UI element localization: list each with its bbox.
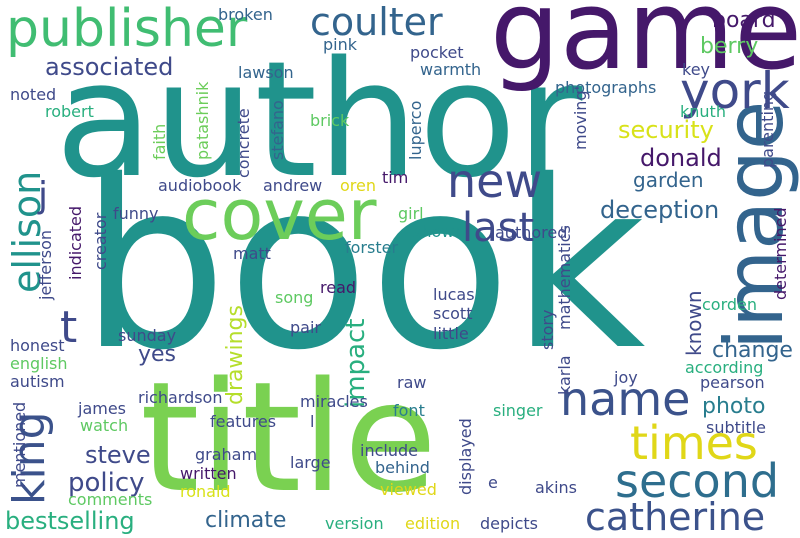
word-ronald: ronald bbox=[180, 484, 231, 500]
word-pocket: pocket bbox=[410, 45, 464, 61]
word-miracles: miracles bbox=[300, 394, 368, 410]
word-edition: edition bbox=[405, 516, 460, 532]
word-read: read bbox=[320, 280, 356, 296]
word-sunday: sunday bbox=[118, 328, 176, 344]
word-deception: deception bbox=[600, 198, 719, 222]
word-audiobook: audiobook bbox=[158, 178, 241, 194]
word-scott: scott bbox=[433, 306, 472, 322]
word-steve: steve bbox=[85, 443, 151, 467]
word-oren: oren bbox=[340, 178, 376, 194]
word-yes: yes bbox=[138, 344, 176, 366]
word-english: english bbox=[10, 356, 68, 372]
word-graham: graham bbox=[195, 447, 257, 463]
word-determined: determined bbox=[773, 207, 789, 300]
word-joy: joy bbox=[614, 370, 638, 386]
word-faith: faith bbox=[152, 124, 168, 160]
word-large: large bbox=[290, 455, 331, 471]
word-e: e bbox=[488, 475, 498, 491]
word-honest: honest bbox=[10, 338, 65, 354]
word-james: james bbox=[78, 401, 126, 417]
word-j: j bbox=[38, 178, 48, 214]
word-little: little bbox=[433, 326, 469, 342]
word-pink: pink bbox=[323, 37, 357, 53]
word-publisher: publisher bbox=[6, 3, 247, 55]
word-berry: berry bbox=[700, 36, 758, 58]
word-pair: pair bbox=[290, 320, 321, 336]
word-donald: donald bbox=[640, 146, 722, 170]
word-viewed: viewed bbox=[380, 482, 437, 498]
word-luperco: luperco bbox=[408, 101, 424, 160]
word-akins: akins bbox=[535, 480, 577, 496]
word-subtitle: subtitle bbox=[706, 420, 766, 436]
word-climate: climate bbox=[205, 510, 286, 532]
word-comments: comments bbox=[68, 492, 152, 508]
word-broken: broken bbox=[218, 7, 273, 23]
word-drawings: drawings bbox=[225, 305, 247, 405]
word-written: written bbox=[180, 466, 237, 482]
word-parenting: parenting bbox=[760, 91, 776, 168]
word-corden: corden bbox=[702, 297, 757, 313]
word-depicts: depicts bbox=[480, 516, 538, 532]
word-board: board bbox=[712, 10, 776, 32]
word-mentioned: mentioned bbox=[12, 402, 28, 488]
word-girl: girl bbox=[398, 206, 424, 222]
word-pearson: pearson bbox=[700, 375, 765, 391]
word-warmth: warmth bbox=[420, 62, 481, 78]
word-tim: tim bbox=[382, 170, 408, 186]
word-knuth: knuth bbox=[680, 104, 726, 120]
word-key: key bbox=[682, 62, 710, 78]
word-displayed: displayed bbox=[458, 418, 474, 495]
word-creator: creator bbox=[93, 213, 109, 270]
word-version: version bbox=[325, 516, 384, 532]
word-lucas: lucas bbox=[433, 287, 475, 303]
word-font: font bbox=[393, 403, 425, 419]
word-lawson: lawson bbox=[238, 65, 294, 81]
word-security: security bbox=[618, 118, 714, 142]
word-andrew: andrew bbox=[263, 178, 322, 194]
word-matt: matt bbox=[233, 246, 271, 262]
word-noted: noted bbox=[10, 87, 56, 103]
word-associated: associated bbox=[45, 55, 173, 79]
word-catherine: catherine bbox=[585, 498, 765, 536]
word-singer: singer bbox=[493, 403, 543, 419]
word-raw: raw bbox=[397, 375, 426, 391]
word-bestselling: bestselling bbox=[5, 509, 135, 533]
word-jefferson: jefferson bbox=[38, 230, 54, 300]
word-forster: forster bbox=[345, 240, 398, 256]
word-karla: karla bbox=[557, 355, 573, 395]
word-l: l bbox=[310, 414, 314, 430]
word-include: include bbox=[360, 443, 418, 459]
word-behind: behind bbox=[375, 460, 430, 476]
word-patashnik: patashnik bbox=[195, 82, 211, 160]
word-moving: moving' bbox=[573, 86, 589, 150]
word-mathematics: mathematics bbox=[557, 225, 573, 330]
word-watch: watch bbox=[80, 418, 128, 434]
word-garden: garden bbox=[633, 170, 704, 190]
word-brick: brick bbox=[310, 113, 349, 129]
word-shown: shown bbox=[413, 224, 465, 240]
word-photo: photo bbox=[702, 396, 765, 418]
word-song: song bbox=[275, 290, 313, 306]
word-funny: funny bbox=[113, 206, 159, 222]
word-robert: robert bbox=[45, 104, 94, 120]
word-autism: autism bbox=[10, 374, 65, 390]
word-new: new bbox=[447, 158, 542, 204]
word-richardson: richardson bbox=[138, 390, 222, 406]
word-concrete: concrete bbox=[236, 108, 252, 178]
word-indicated: indicated bbox=[68, 206, 84, 280]
word-features: features bbox=[210, 414, 276, 430]
word-story: story bbox=[540, 310, 556, 350]
word-stefano: stefano bbox=[270, 100, 286, 160]
word-known: known bbox=[684, 290, 704, 356]
